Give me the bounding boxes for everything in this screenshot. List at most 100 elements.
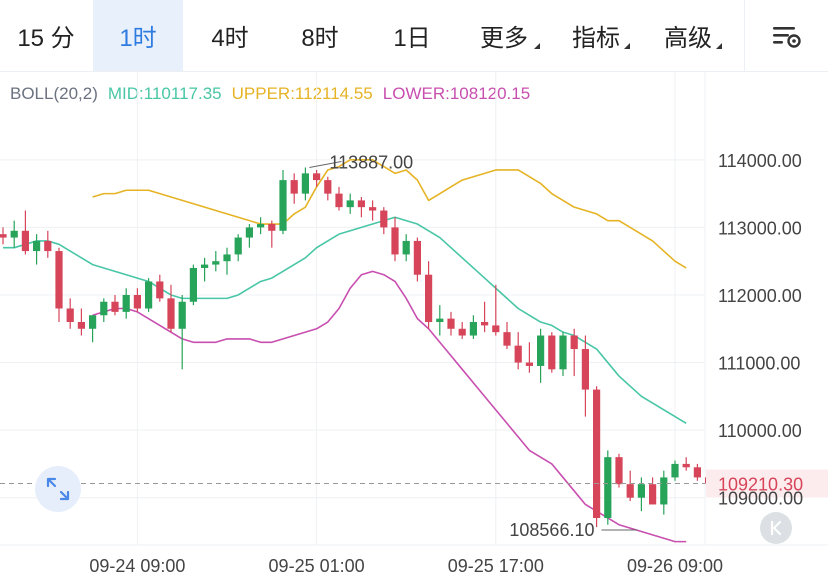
current-price-tag [706, 469, 828, 498]
candle-down [682, 463, 690, 468]
y-tick-label: 111000.00 [718, 354, 800, 374]
candle-down [447, 318, 455, 329]
candle-down [503, 332, 511, 346]
legend-upper: UPPER:112114.55 [231, 84, 373, 103]
expand-icon [46, 477, 70, 501]
candle-down [21, 230, 29, 252]
candle-up [402, 240, 410, 255]
candle-down [55, 251, 63, 309]
candle-up [89, 315, 97, 329]
candle-up [469, 322, 477, 336]
candlestick-chart[interactable]: 109210.30 114000.00 113000.00 112000.00 1110… [0, 72, 828, 582]
caret-down-icon [624, 43, 630, 49]
x-tick-label: 09-25 01:00 [269, 556, 365, 576]
candle-down [268, 224, 276, 231]
candle-up [245, 227, 253, 238]
candle-down [357, 200, 365, 208]
candle-down [693, 467, 701, 478]
candle-up [637, 484, 645, 498]
current-price-label: 109210.30 [718, 474, 803, 494]
legend-mid: MID:110117.35 [107, 84, 222, 103]
x-tick-label: 09-24 09:00 [89, 556, 185, 576]
candle-down [492, 325, 500, 333]
annotation-leader [309, 160, 342, 168]
candle-down [133, 294, 141, 309]
tab-indicators[interactable]: 指标 [560, 0, 632, 71]
tab-more[interactable]: 更多 [466, 0, 542, 71]
candle-down [649, 484, 657, 505]
candle-up [436, 318, 444, 323]
candle-up [671, 463, 679, 478]
candle-up [537, 335, 545, 366]
candle-up [33, 240, 41, 252]
candle-up [257, 224, 265, 228]
x-tick-label: 09-26 09:00 [627, 556, 723, 576]
candle-down [593, 389, 601, 518]
boll-mid-line [3, 216, 687, 425]
candle-down [626, 484, 634, 498]
candle-down [156, 281, 164, 299]
candle-up [223, 254, 231, 262]
candle-down [380, 210, 388, 228]
candle-up [122, 294, 130, 312]
candle-down [111, 301, 119, 312]
caret-down-icon [716, 43, 722, 49]
candle-up [189, 267, 197, 302]
scroll-latest-icon [770, 520, 782, 536]
y-tick-label: 113000.00 [718, 218, 802, 238]
x-tick-label: 09-25 17:00 [448, 556, 544, 576]
tab-advanced[interactable]: 高级 [652, 0, 724, 71]
chart-settings-icon [773, 26, 801, 48]
candle-down [335, 193, 343, 208]
candle-down [615, 457, 623, 485]
tab-advanced-label: 高级 [664, 25, 712, 52]
candle-down [324, 180, 332, 194]
legend-lower: LOWER:108120.15 [382, 84, 531, 103]
candle-up [604, 457, 612, 518]
y-tick-label: 110000.00 [718, 421, 802, 441]
y-tick-label: 114000.00 [718, 151, 802, 171]
tab-4h[interactable]: 4时 [211, 25, 249, 52]
candle-up [346, 200, 354, 208]
candle-down [514, 345, 522, 363]
candle-down [369, 207, 377, 211]
candle-down [425, 274, 433, 323]
candle-down [66, 308, 74, 323]
candle-up [212, 261, 220, 265]
scroll-to-latest-button[interactable] [760, 512, 792, 544]
high-annotation: 113887.00 [329, 152, 413, 172]
candle-up [660, 477, 668, 505]
candle-down [167, 298, 175, 329]
candle-down [525, 362, 533, 366]
candle-down [548, 335, 556, 370]
y-tick-label: 109000.00 [718, 489, 803, 509]
candle-up [10, 230, 18, 238]
tab-8h[interactable]: 8时 [301, 25, 339, 52]
interval-toolbar: 15 分 1时 4时 8时 1日 更多 指标 高级 [0, 0, 828, 72]
tab-1h[interactable]: 1时 [93, 0, 183, 71]
candle-down [44, 240, 52, 252]
candle-down [481, 322, 489, 326]
candle-down [391, 227, 399, 255]
candle-down [413, 240, 421, 275]
candle-down [290, 180, 298, 194]
tab-1d[interactable]: 1日 [393, 25, 431, 52]
y-tick-label: 112000.00 [718, 286, 802, 306]
candle-up [100, 301, 108, 316]
candle-up [201, 264, 209, 268]
tab-more-label: 更多 [480, 25, 528, 52]
candle-down [581, 349, 589, 390]
candle-down [458, 328, 466, 336]
candle-up [178, 301, 186, 329]
fullscreen-button[interactable] [35, 466, 81, 512]
candle-up [301, 173, 309, 194]
chart-settings-button[interactable] [744, 0, 828, 71]
tab-15m[interactable]: 15 分 [17, 25, 75, 52]
candle-down [0, 234, 7, 238]
boll-legend: BOLL(20,2) MID:110117.35 UPPER:112114.55 LO… [10, 84, 540, 104]
candle-up [559, 335, 567, 370]
boll-upper-line [92, 159, 687, 269]
candle-down [313, 173, 321, 181]
candle-up [145, 281, 153, 309]
candle-up [279, 180, 287, 231]
